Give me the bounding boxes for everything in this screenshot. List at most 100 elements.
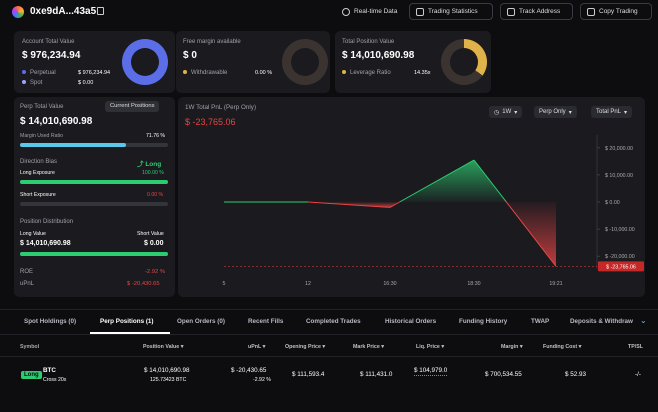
row-position-value: $ 14,010,690.98 <box>144 367 190 374</box>
timeframe-dropdown[interactable]: ◷ 1W ▾ <box>489 106 523 118</box>
side-badge: Long <box>21 371 42 379</box>
col-opening-price[interactable]: Opening Price ▾ <box>285 344 326 350</box>
metric-dropdown[interactable]: Total PnL ▾ <box>591 106 633 118</box>
monitor-icon <box>507 7 515 16</box>
direction-bias-label: Direction Bias <box>20 159 58 165</box>
roe-value: -2.92 % <box>145 269 165 275</box>
pnl-line-segment <box>389 201 400 208</box>
pnl-chart-value: $ -23,765.06 <box>185 117 236 127</box>
direction-bias-value: ⤴ Long <box>137 161 162 168</box>
sort-icon: ▾ <box>262 344 266 350</box>
sort-icon: ▾ <box>381 344 384 350</box>
long-exposure-label: Long Exposure <box>20 170 55 176</box>
tab-twap[interactable]: TWAP <box>531 318 550 325</box>
row-tpsl[interactable]: -/- <box>635 371 641 378</box>
sort-icon: ▾ <box>441 344 445 350</box>
withdrawable-value: 0.00 % <box>255 70 273 76</box>
margin-used-fill <box>20 143 127 147</box>
margin-value: $ 0 <box>183 50 197 61</box>
pnl-line-segment <box>505 201 557 267</box>
active-tab-underline <box>90 332 170 334</box>
leverage-donut-chart <box>441 39 487 85</box>
col-symbol[interactable]: Symbol <box>20 344 40 350</box>
y-tick-label: $ 20,000.00 <box>605 146 633 152</box>
copy-trade-icon <box>587 7 595 16</box>
y-tick-label: $ 10,000.00 <box>605 173 633 179</box>
clock-icon: ◷ <box>494 109 500 116</box>
tab-spot-holdings[interactable]: Spot Holdings (0) <box>24 318 77 325</box>
free-margin-card: Free margin available $ 0 Withdrawable 0… <box>176 31 330 93</box>
pnl-chart-card: 1W Total PnL (Perp Only) $ -23,765.06 ◷ 1… <box>178 97 645 297</box>
y-tick-label: $ 0.00 <box>605 200 620 206</box>
leverage-value: 14.35x <box>414 70 431 76</box>
upnl-label: uPnL <box>20 281 35 287</box>
copy-icon[interactable] <box>97 7 104 15</box>
col-margin[interactable]: Margin ▾ <box>501 344 523 350</box>
y-tick-label: $ -20,000.00 <box>605 254 635 260</box>
row-upnl: $ -20,430.65 <box>231 367 267 374</box>
clock-icon <box>342 7 350 16</box>
tab-funding-history[interactable]: Funding History <box>459 318 508 325</box>
row-funding-cost: $ 52.93 <box>565 371 587 378</box>
sort-icon: ▾ <box>578 344 582 350</box>
perpetual-value: $ 976,234.94 <box>78 70 111 76</box>
tab-open-orders[interactable]: Open Orders (0) <box>177 318 225 325</box>
table-header-divider <box>0 356 658 357</box>
x-tick-label: 19:21 <box>549 281 562 287</box>
tabs-bottom-divider <box>0 334 658 335</box>
col-liq-price[interactable]: Liq. Price ▾ <box>416 344 445 350</box>
pnl-line-segment <box>473 159 507 203</box>
roe-label: ROE <box>20 269 34 275</box>
tab-deposits-withdraw[interactable]: Deposits & Withdraw <box>570 318 633 325</box>
realtime-data-button[interactable]: Real-time Data <box>336 3 403 20</box>
long-value-label: Long Value <box>20 231 46 237</box>
last-value-label: $ -23,765.06 <box>606 264 636 270</box>
position-distribution-title: Position Distribution <box>20 219 74 225</box>
x-tick-label: 18:30 <box>467 281 480 287</box>
leverage-dot <box>342 70 346 75</box>
long-value: $ 14,010,690.98 <box>20 240 71 247</box>
row-symbol: BTC <box>43 367 56 374</box>
col-mark-price[interactable]: Mark Price ▾ <box>353 344 384 350</box>
row-liq-price: $ 104,979.0 <box>414 367 448 376</box>
tab-perp-positions[interactable]: Perp Positions (1) <box>100 318 154 325</box>
col-upnl[interactable]: uPnL ▾ <box>248 344 266 350</box>
margin-donut-chart <box>282 39 328 85</box>
account-donut-chart <box>122 39 168 85</box>
chevron-down-icon[interactable]: ⌄ <box>640 316 647 325</box>
perpetual-row: Perpetual <box>22 70 56 76</box>
perp-title: Perp Total Value <box>20 104 64 110</box>
sort-icon: ▾ <box>519 344 523 350</box>
wallet-avatar <box>12 6 24 18</box>
spot-row: Spot <box>22 80 42 86</box>
copy-trading-button[interactable]: Copy Trading <box>580 3 652 20</box>
withdrawable-dot <box>183 70 187 75</box>
tab-historical-orders[interactable]: Historical Orders <box>385 318 437 325</box>
margin-title: Free margin available <box>183 39 241 45</box>
chevron-down-icon: ▾ <box>568 109 572 116</box>
long-exposure-fill <box>20 180 168 184</box>
row-upnl-pct: -2.92 % <box>253 377 271 383</box>
x-tick-label: 16:30 <box>383 281 396 287</box>
col-position-value[interactable]: Position Value ▾ <box>143 344 184 350</box>
tab-recent-fills[interactable]: Recent Fills <box>248 318 284 325</box>
spot-value: $ 0.00 <box>78 80 94 86</box>
tabs-top-divider <box>0 309 658 310</box>
row-mark-price: $ 111,431.0 <box>360 371 393 378</box>
pnl-line-segment <box>307 201 391 208</box>
spot-dot <box>22 80 26 85</box>
scope-dropdown[interactable]: Perp Only ▾ <box>534 106 577 118</box>
account-title: Account Total Value <box>22 39 75 45</box>
perpetual-dot <box>22 70 26 75</box>
short-exposure-bar <box>20 202 168 206</box>
col-tpsl[interactable]: TP/SL <box>628 344 644 350</box>
col-funding-cost[interactable]: Funding Cost ▾ <box>543 344 582 350</box>
long-exposure-value: 100.00 % <box>142 170 164 176</box>
track-address-button[interactable]: Track Address <box>500 3 573 20</box>
current-positions-button[interactable]: Current Positions <box>105 101 160 112</box>
sort-icon: ▾ <box>322 344 326 350</box>
chevron-down-icon: ▾ <box>624 109 628 116</box>
tab-completed-trades[interactable]: Completed Trades <box>306 318 361 325</box>
trading-statistics-button[interactable]: Trading Statistics <box>409 3 493 20</box>
margin-used-bar <box>20 143 168 147</box>
